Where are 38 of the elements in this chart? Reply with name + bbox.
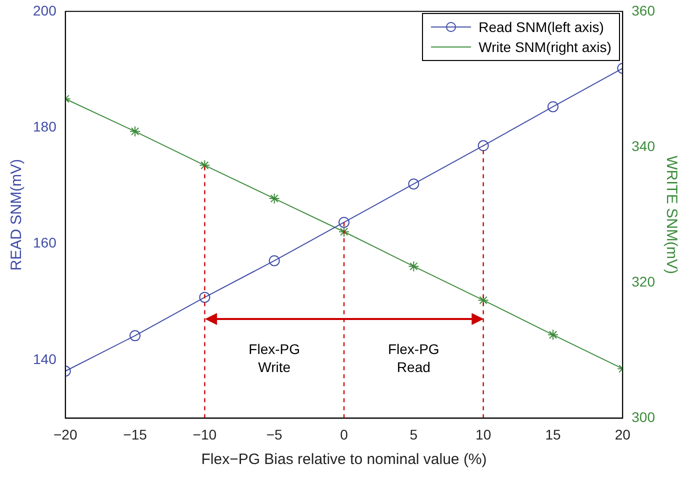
x-tick-label: −10 xyxy=(192,426,217,442)
y-tick-label: 140 xyxy=(33,350,57,367)
point xyxy=(478,140,489,152)
x-tick-label: 20 xyxy=(614,426,631,442)
y2-tick-label: 360 xyxy=(632,2,656,18)
y-tick-label: 200 xyxy=(33,2,57,18)
y-tick-label: 160 xyxy=(33,234,57,251)
point xyxy=(338,226,350,238)
y2-tick-label: 300 xyxy=(632,409,656,426)
x-axis-title: Flex−PG Bias relative to nominal value (%) xyxy=(201,451,487,468)
point xyxy=(130,330,141,342)
legend-label: Read SNM(left axis) xyxy=(478,19,604,36)
x-tick-label: −20 xyxy=(53,426,78,442)
point xyxy=(408,178,420,190)
x-tick-label: 0 xyxy=(340,426,348,442)
point xyxy=(199,292,210,303)
point xyxy=(268,255,280,266)
annotation: Flex-PG Read xyxy=(388,341,440,376)
y2-axis-title: WRITE SNM(mV) xyxy=(662,156,680,274)
point xyxy=(547,329,558,340)
y-axis-title: READ SNM(mV) xyxy=(8,158,26,271)
point xyxy=(547,101,558,112)
x-tick-label: 15 xyxy=(545,426,561,442)
x-tick-label: −15 xyxy=(123,426,148,442)
point xyxy=(268,193,280,204)
x-tick-label: −5 xyxy=(266,426,283,442)
point xyxy=(478,294,489,306)
y-tick-label: 180 xyxy=(33,118,57,134)
y2-tick-label: 320 xyxy=(632,273,656,290)
point xyxy=(338,216,350,228)
point xyxy=(408,260,420,272)
x-tick-label: 10 xyxy=(476,426,492,442)
annotation: Flex-PG Write xyxy=(248,341,300,376)
y2-tick-label: 340 xyxy=(632,138,656,154)
point xyxy=(130,126,141,137)
x-tick-label: 5 xyxy=(410,426,418,442)
legend-label: Write SNM(right axis) xyxy=(478,39,612,56)
point xyxy=(199,160,210,171)
